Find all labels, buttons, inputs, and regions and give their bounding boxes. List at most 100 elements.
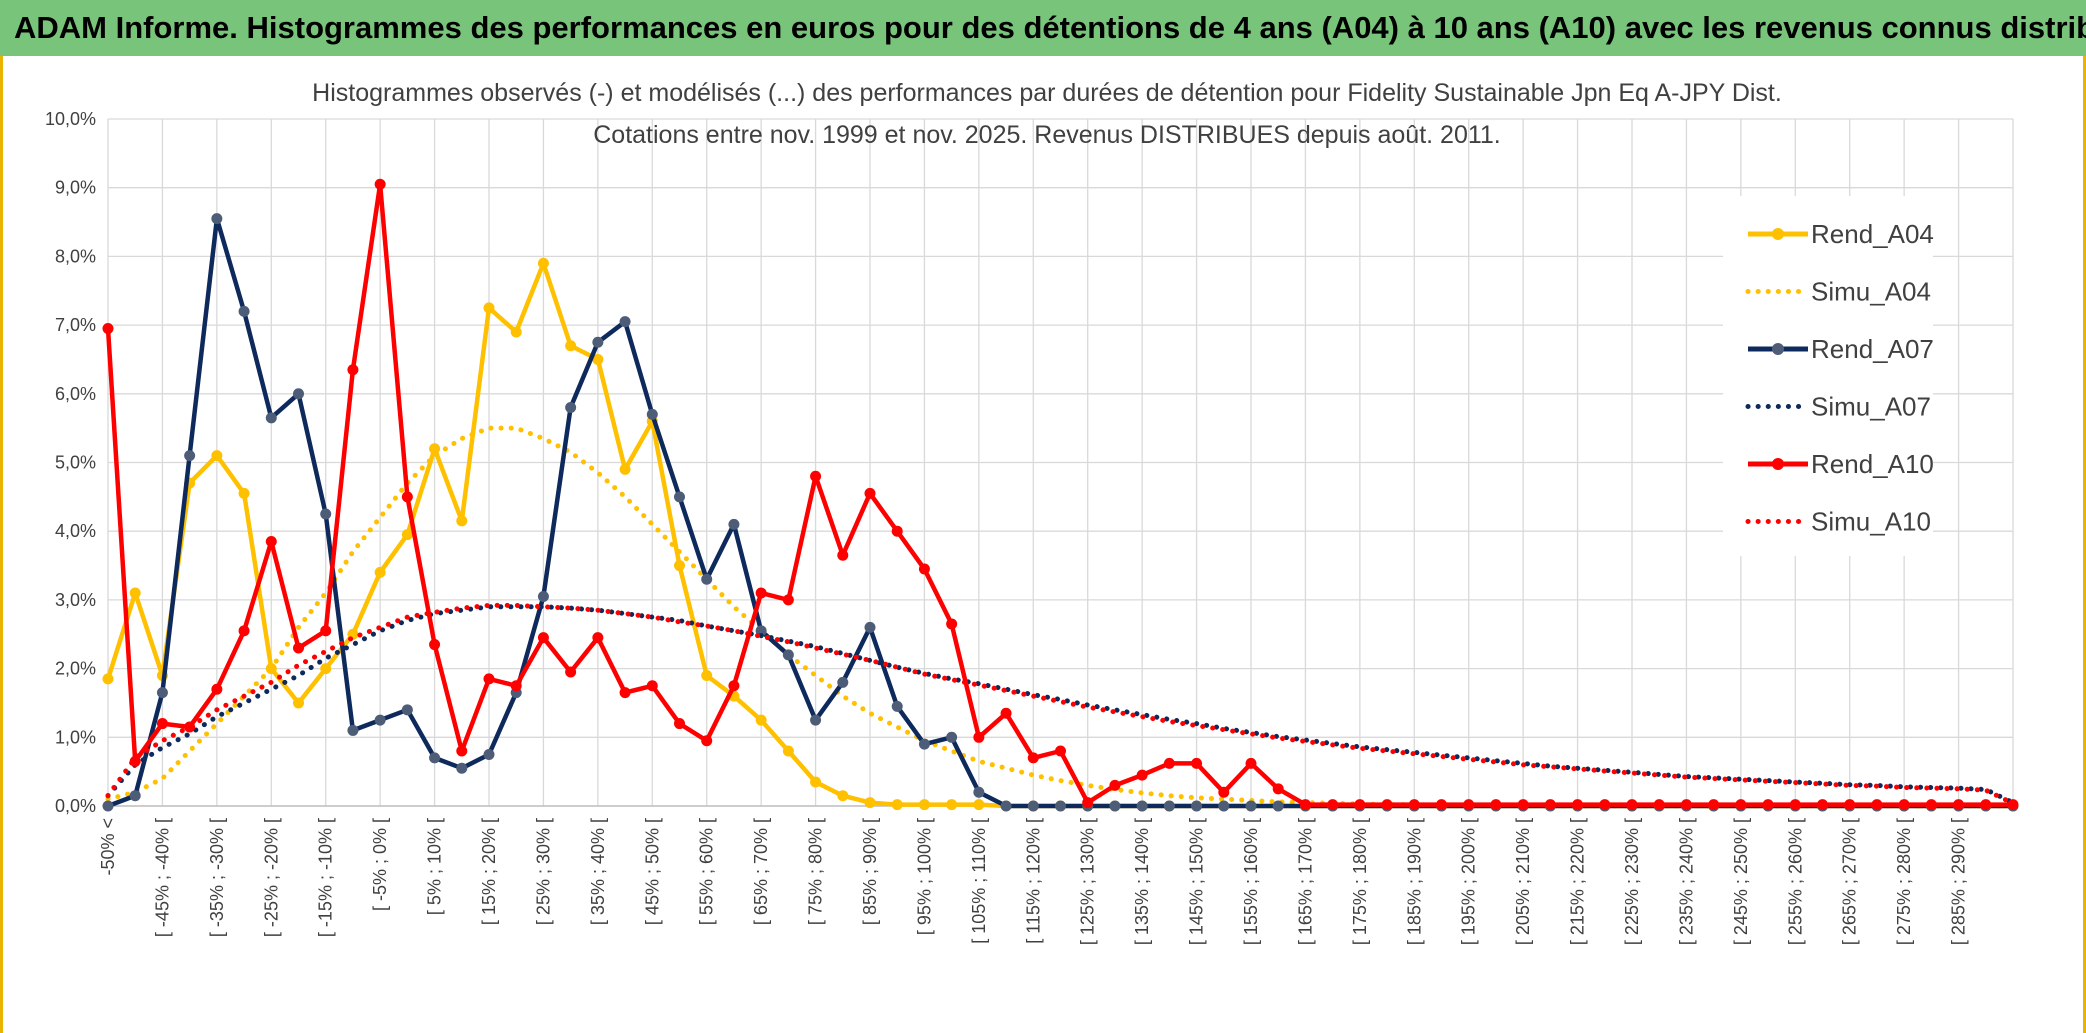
data-point <box>755 714 767 726</box>
data-point <box>1463 799 1475 811</box>
data-point <box>510 326 522 338</box>
x-tick-label: [ 85% ; 90% [ <box>860 818 880 925</box>
data-point <box>1490 799 1502 811</box>
data-point <box>782 594 794 606</box>
x-tick-label: [ 165% ; 170% [ <box>1295 818 1315 945</box>
y-tick-label: 8,0% <box>55 246 96 266</box>
y-tick-label: 10,0% <box>45 109 96 129</box>
x-tick-label: [ -35% ; -30% [ <box>207 818 227 937</box>
y-tick-label: 4,0% <box>55 521 96 541</box>
data-point <box>483 302 495 314</box>
data-point <box>565 666 577 678</box>
data-point <box>1408 799 1420 811</box>
x-tick-label: [ 275% ; 280% [ <box>1894 818 1914 945</box>
data-point <box>891 799 903 811</box>
data-point <box>347 724 359 736</box>
legend-label: Simu_A04 <box>1811 277 1931 307</box>
data-point <box>1163 757 1175 769</box>
data-point <box>1218 786 1230 798</box>
data-point <box>1245 800 1257 812</box>
x-tick-label: [ 25% ; 30% [ <box>533 818 553 925</box>
x-tick-label: [ 115% ; 120% [ <box>1023 818 1043 944</box>
series-simu-a10 <box>105 602 2016 806</box>
data-point <box>156 718 168 730</box>
data-point <box>238 625 250 637</box>
data-point <box>891 525 903 537</box>
data-point <box>1163 800 1175 812</box>
legend-background <box>1723 196 1933 556</box>
legend: Rend_A04 Simu_A04 Rend_A07 Simu_A07 Rend_A10… <box>1723 196 1934 556</box>
data-point <box>1055 745 1066 757</box>
x-tick-label: [ 15% ; 20% [ <box>479 818 499 925</box>
data-point <box>619 316 631 328</box>
y-tick-label: 9,0% <box>55 178 96 198</box>
data-point <box>129 587 141 599</box>
data-point <box>1871 799 1883 811</box>
data-point <box>265 536 277 548</box>
x-tick-label: [ 255% ; 260% [ <box>1785 818 1805 945</box>
data-point <box>864 621 876 633</box>
data-point <box>946 731 958 743</box>
x-tick-label: [ 205% ; 210% [ <box>1513 818 1533 945</box>
chart-subtitle: Cotations entre nov. 1999 et nov. 2025. … <box>593 121 1501 149</box>
data-point <box>1789 799 1801 811</box>
data-point <box>1299 799 1311 811</box>
data-point <box>674 718 685 730</box>
legend-marker <box>1772 228 1784 240</box>
data-point <box>782 745 794 757</box>
data-point <box>1191 757 1203 769</box>
data-point <box>973 799 985 811</box>
x-tick-label: [ 105% ; 110% [ <box>969 818 989 944</box>
x-tick-label: [ 245% ; 250% [ <box>1731 818 1751 945</box>
data-point <box>1109 800 1121 812</box>
x-tick-label: -50% < <box>98 818 118 876</box>
data-point <box>565 402 577 414</box>
data-point <box>646 680 658 692</box>
x-tick-label: [ 45% ; 50% [ <box>642 818 662 925</box>
data-point <box>1708 799 1720 811</box>
data-point <box>1844 799 1856 811</box>
data-point <box>619 687 631 699</box>
data-point <box>238 487 250 499</box>
x-tick-label: [ 65% ; 70% [ <box>751 818 771 925</box>
data-point <box>1136 769 1148 781</box>
legend-label: Simu_A10 <box>1811 507 1931 537</box>
data-point <box>211 450 223 462</box>
data-point <box>810 470 822 482</box>
x-tick-label: [ 55% ; 60% [ <box>697 818 717 925</box>
data-point <box>918 799 930 811</box>
data-point <box>456 515 468 527</box>
data-point <box>592 353 604 365</box>
data-point <box>674 560 685 572</box>
x-axis-ticks: -50% < [ -45% ; -40% [[ -35% ; -30% [[ -2… <box>98 818 1969 945</box>
data-point <box>537 632 549 644</box>
data-point <box>1245 757 1257 769</box>
data-point <box>592 336 604 348</box>
data-point <box>401 704 413 716</box>
y-axis-ticks: 0,0% 1,0% 2,0% 3,0% 4,0% 5,0% 6,0% 7,0% 8,0% 9,0%… <box>45 109 96 816</box>
legend-label: Rend_A07 <box>1811 334 1934 364</box>
data-point <box>810 776 822 788</box>
data-point <box>1327 799 1339 811</box>
data-point <box>973 786 985 798</box>
data-point <box>1191 800 1203 812</box>
performance-histogram-chart: 0,0% 1,0% 2,0% 3,0% 4,0% 5,0% 6,0% 7,0% 8,0% 9,0%… <box>45 79 2019 945</box>
data-point <box>1136 800 1148 812</box>
y-tick-label: 3,0% <box>55 590 96 610</box>
data-point <box>293 642 304 654</box>
data-point <box>238 305 250 317</box>
data-point <box>1027 800 1039 812</box>
data-point <box>401 491 413 503</box>
data-point <box>129 790 141 802</box>
data-point <box>701 573 713 585</box>
data-point <box>510 680 522 692</box>
x-tick-label: [ 285% ; 290% [ <box>1949 818 1969 945</box>
data-point <box>1055 800 1066 812</box>
data-point <box>184 450 196 462</box>
y-tick-label: 6,0% <box>55 384 96 404</box>
data-point <box>2007 799 2019 811</box>
data-point <box>374 714 386 726</box>
legend-marker <box>1772 343 1784 355</box>
data-point <box>320 663 332 675</box>
data-point <box>1817 799 1828 811</box>
